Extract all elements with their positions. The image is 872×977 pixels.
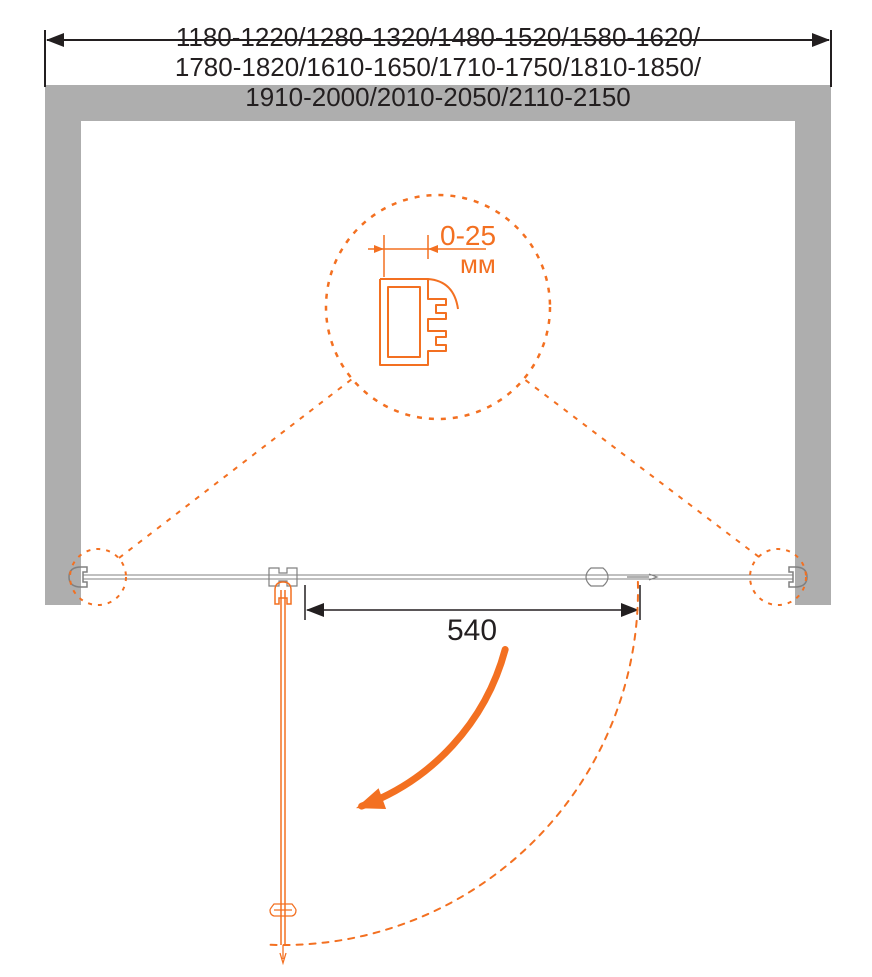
- swing-arrow-arc: [362, 650, 505, 807]
- hinge-icon: [269, 568, 297, 586]
- top-dim-text-1: 1780-1820/1610-1650/1710-1750/1810-1850/: [175, 52, 702, 82]
- leader-right: [524, 379, 759, 557]
- door-roller-icon: [270, 904, 296, 916]
- track-roller-icon: [586, 568, 608, 586]
- door-tip-icon: [280, 945, 286, 963]
- top-dim-text-0: 1180-1220/1280-1320/1480-1520/1580-1620/: [176, 22, 701, 52]
- wall-left: [45, 85, 81, 605]
- tol-mm: мм: [460, 249, 496, 279]
- tol-text: 0-25: [440, 220, 496, 251]
- wall-right: [795, 85, 831, 605]
- door-dim-text: 540: [447, 614, 497, 647]
- door-hinge-icon: [275, 582, 291, 604]
- top-dim-text-2: 1910-2000/2010-2050/2110-2150: [245, 82, 631, 112]
- detail-circle: [326, 195, 550, 419]
- swing-arrow-head-icon: [356, 788, 386, 809]
- leader-left: [119, 379, 352, 558]
